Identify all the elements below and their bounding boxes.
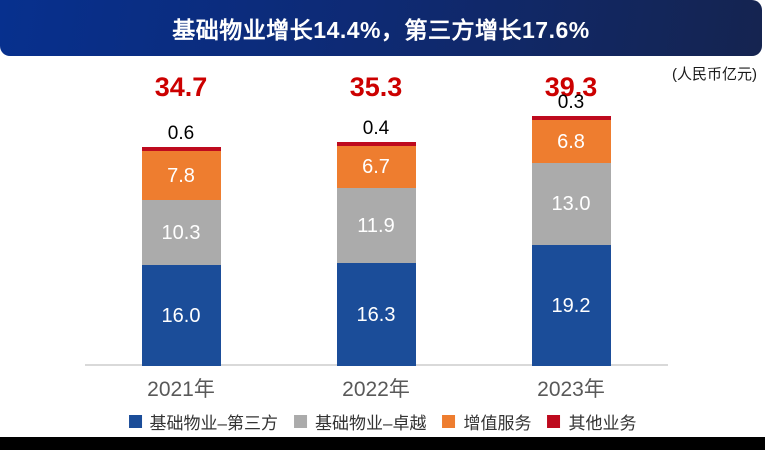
legend-swatch-icon: [294, 415, 307, 428]
segment-value: 16.0: [161, 304, 201, 327]
title-banner: 基础物业增长14.4%，第三方增长17.6%: [0, 0, 762, 56]
bar-segment: [141, 265, 221, 366]
chart-title: 基础物业增长14.4%，第三方增长17.6%: [172, 17, 590, 43]
total-value: 35.3: [349, 72, 403, 102]
legend-label: 基础物业–第三方: [149, 414, 278, 433]
segment-value: 19.2: [551, 294, 591, 317]
segment-value: 10.3: [161, 221, 201, 244]
segment-value-above: 0.6: [167, 123, 195, 144]
bar-segment: [336, 142, 416, 146]
segment-value: 6.7: [362, 156, 390, 178]
legend-swatch-icon: [547, 415, 561, 428]
bar-segment: [141, 151, 221, 200]
legend-label: 基础物业–卓越: [315, 414, 427, 433]
segment-value: 6.8: [557, 130, 585, 153]
bar-segment: [531, 120, 611, 163]
category-label: 2022年: [342, 378, 410, 401]
bar-segment: [336, 146, 416, 188]
legend-label: 其他业务: [568, 414, 637, 433]
legend-item: 增值服务: [442, 409, 531, 434]
category-label: 2023年: [537, 378, 605, 401]
total-value: 39.3: [544, 72, 598, 102]
legend-item: 其他业务: [547, 409, 636, 434]
legend: 基础物业–第三方 基础物业–卓越 增值服务 其他业务: [128, 409, 636, 434]
bar-segment: [336, 263, 416, 366]
bar-segment: [141, 147, 221, 151]
legend-item: 基础物业–卓越: [294, 409, 426, 434]
segment-value: 13.0: [551, 193, 591, 215]
bar-segment: [531, 245, 611, 366]
bar-segment: [336, 188, 416, 263]
legend-item: 基础物业–第三方: [128, 409, 278, 434]
segment-value: 7.8: [167, 164, 195, 187]
legend-swatch-icon: [442, 415, 456, 428]
unit-note: (人民币亿元): [672, 66, 757, 83]
bar-segment: [531, 163, 611, 245]
segment-value: 16.3: [356, 303, 396, 326]
legend-label: 增值服务: [463, 414, 532, 433]
bar-segment: [141, 200, 221, 265]
segment-value-above: 0.4: [362, 118, 390, 139]
category-label: 2021年: [147, 378, 215, 401]
total-value: 34.7: [154, 72, 208, 102]
legend-swatch-icon: [128, 415, 142, 428]
bottom-black-bar: [0, 437, 765, 450]
bar-segment: [531, 116, 611, 120]
segment-value: 11.9: [357, 214, 395, 237]
segment-value-above: 0.3: [557, 92, 585, 113]
